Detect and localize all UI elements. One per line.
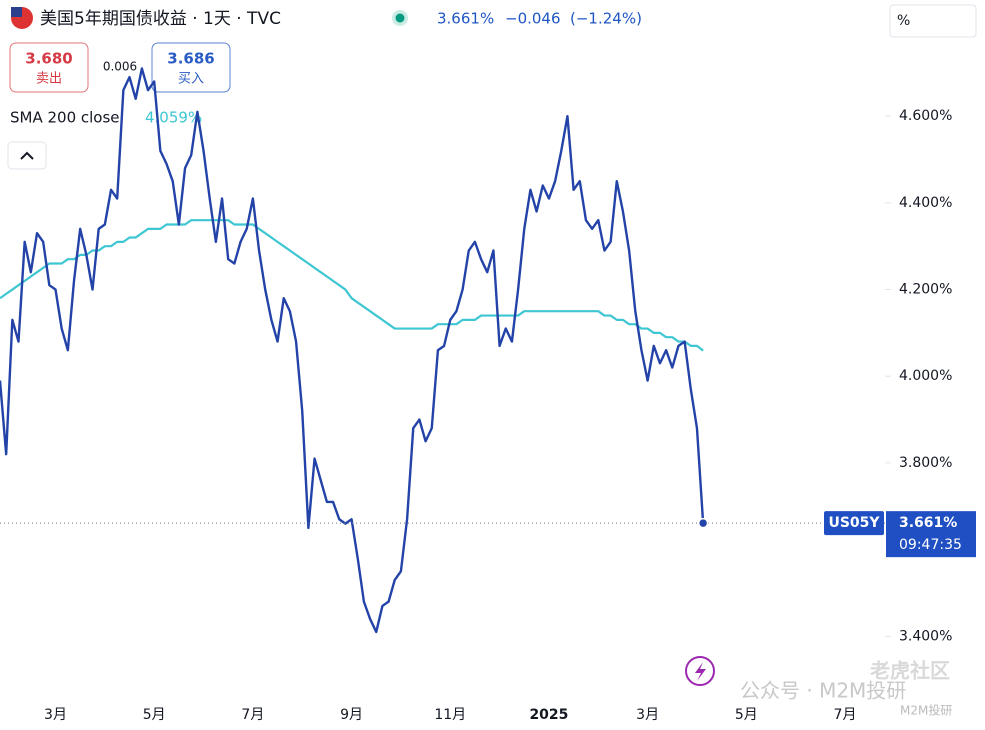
status-dot [395,13,405,23]
watermark: M2M投研 [900,703,952,718]
buy-price[interactable]: 3.686 [167,50,214,68]
plot-area [0,67,705,634]
y-tick-label: 3.800% [899,455,952,471]
chart-title: 美国5年期国债收益 · 1天 · TVC [40,9,281,29]
y-tick-label: 4.600% [899,108,952,124]
collapse-button[interactable] [7,141,47,170]
y-tick-label: 4.200% [899,282,952,298]
price-change-pct: (−1.24%) [570,10,642,28]
y-tick-label: 4.400% [899,195,952,211]
y-tick-label: 4.000% [899,368,952,384]
sell-button[interactable] [9,42,89,93]
x-tick-label: 5月 [143,707,166,723]
spread: 0.006 [103,60,137,74]
unit-button-label[interactable]: % [897,13,910,29]
price-tag [886,511,976,558]
x-tick-label: 9月 [340,707,363,723]
last-price-dot [697,517,709,529]
indicator-value: 4.059% [145,109,202,127]
x-tick-label: 11月 [434,707,466,723]
last-price: 3.661% [437,10,494,28]
x-tick-label: 7月 [834,707,857,723]
price-tag-value: 3.661% [899,515,957,531]
buy-button[interactable] [151,42,231,93]
watermark: 老虎社区 [870,659,950,683]
indicator-name: SMA 200 close [10,109,120,127]
collapse-icon[interactable] [20,151,34,160]
event-icon-bolt[interactable] [695,662,706,681]
sell-price[interactable]: 3.680 [25,50,72,68]
x-tick-label: 3月 [44,707,67,723]
price-tag-time: 09:47:35 [899,537,962,553]
x-tick-label: 5月 [735,707,758,723]
symbol-tag [824,511,884,536]
x-tick-label: 3月 [636,707,659,723]
flag-canton [11,7,22,17]
y-tick-label: 3.400% [899,628,952,644]
sma-line [0,219,704,352]
sell-label[interactable]: 卖出 [36,72,62,87]
x-tick-label: 2025 [529,707,568,723]
price-change: −0.046 [505,10,561,28]
unit-button[interactable] [889,4,977,38]
price-line [0,67,705,634]
buy-label[interactable]: 买入 [178,72,204,87]
watermark: 公众号 · M2M投研 [740,679,906,703]
symbol-tag-label: US05Y [828,515,880,531]
x-tick-label: 7月 [241,707,264,723]
